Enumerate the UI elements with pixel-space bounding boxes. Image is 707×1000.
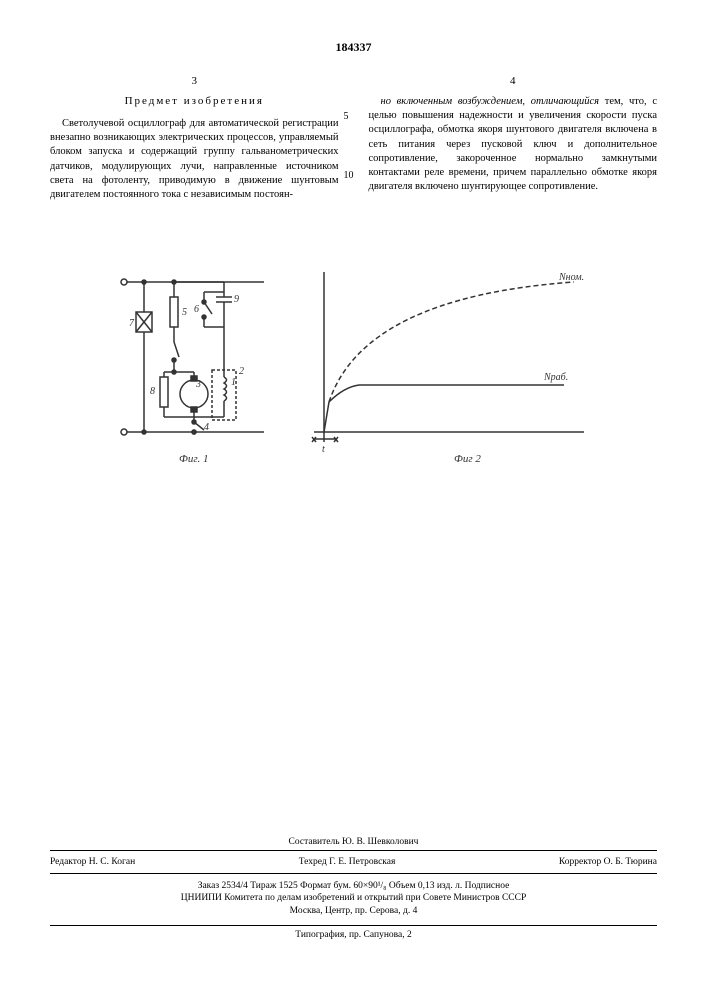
- curve-label-top: Nном.: [558, 272, 584, 283]
- figures-area: 7 5 8: [50, 262, 657, 485]
- fig2-label: Фиг 2: [454, 453, 481, 465]
- committee-line: ЦНИИПИ Комитета по делам изобретений и о…: [50, 892, 657, 904]
- credits-row: Редактор Н. С. Коган Техред Г. Е. Петров…: [50, 857, 657, 867]
- address-line: Москва, Центр, пр. Серова, д. 4: [50, 905, 657, 917]
- footer: Составитель Ю. В. Шевколович Редактор Н.…: [50, 837, 657, 940]
- section-title: Предмет изобретения: [50, 95, 339, 107]
- compiler: Составитель Ю. В. Шевколович: [50, 837, 657, 847]
- printer-info: Типография, пр. Сапунова, 2: [50, 925, 657, 940]
- publication-info: Заказ 2534/4 Тираж 1525 Формат бум. 60×9…: [50, 880, 657, 917]
- col-number-right: 4: [369, 75, 658, 87]
- svg-text:4: 4: [204, 422, 209, 433]
- right-column: 4 но включенным возбуждением, отличающий…: [369, 75, 658, 202]
- svg-text:7: 7: [129, 318, 135, 329]
- corrector: Корректор О. Б. Тюрина: [559, 857, 657, 867]
- text-columns: 3 Предмет изобретения Светолучевой осцил…: [50, 75, 657, 202]
- svg-text:5: 5: [182, 307, 187, 318]
- fig1-label: Фиг. 1: [179, 453, 209, 465]
- line-markers: 5 10: [344, 110, 354, 227]
- svg-text:9: 9: [234, 294, 239, 305]
- tech-editor: Техред Г. Е. Петровская: [299, 857, 396, 867]
- curve-label-bottom: Nраб.: [543, 372, 568, 383]
- figures-svg: 7 5 8: [104, 262, 604, 482]
- left-column: 3 Предмет изобретения Светолучевой осцил…: [50, 75, 339, 202]
- line-marker: 10: [344, 169, 354, 183]
- left-body-text: Светолучевой осциллограф для автоматичес…: [50, 117, 339, 202]
- svg-text:6: 6: [194, 304, 199, 315]
- line-marker: 5: [344, 110, 354, 124]
- right-body-text: но включенным возбуждением, отличающийся…: [369, 95, 658, 194]
- svg-text:2: 2: [239, 366, 244, 377]
- svg-text:8: 8: [150, 386, 155, 397]
- document-number: 184337: [50, 40, 657, 55]
- svg-text:3: 3: [195, 379, 201, 390]
- publication-line: Заказ 2534/4 Тираж 1525 Формат бум. 60×9…: [50, 880, 657, 892]
- col-number-left: 3: [50, 75, 339, 87]
- svg-text:t: t: [322, 444, 325, 455]
- editor: Редактор Н. С. Коган: [50, 857, 135, 867]
